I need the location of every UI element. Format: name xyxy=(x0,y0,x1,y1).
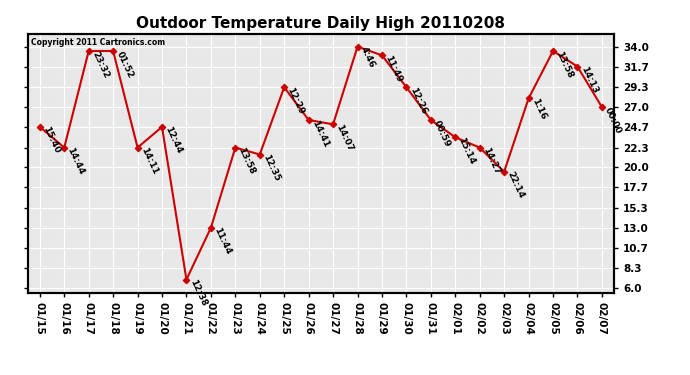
Text: 14:41: 14:41 xyxy=(310,118,331,148)
Text: 14:13: 14:13 xyxy=(579,65,599,95)
Text: 1:16: 1:16 xyxy=(530,97,548,121)
Point xyxy=(279,84,290,90)
Text: 12:38: 12:38 xyxy=(188,278,208,308)
Text: 14:27: 14:27 xyxy=(481,146,502,176)
Text: 11:44: 11:44 xyxy=(213,226,233,256)
Point xyxy=(230,145,241,151)
Point xyxy=(34,124,46,130)
Point xyxy=(474,145,485,151)
Point xyxy=(303,117,314,123)
Point xyxy=(328,122,339,128)
Point xyxy=(108,48,119,54)
Text: 22:14: 22:14 xyxy=(506,170,526,200)
Text: 00:00: 00:00 xyxy=(603,106,623,135)
Point xyxy=(523,96,534,102)
Text: 12:35: 12:35 xyxy=(261,153,282,183)
Point xyxy=(352,44,363,50)
Text: 12:26: 12:26 xyxy=(408,86,428,116)
Text: 14:07: 14:07 xyxy=(335,123,355,153)
Point xyxy=(572,63,583,69)
Text: Copyright 2011 Cartronics.com: Copyright 2011 Cartronics.com xyxy=(30,38,165,46)
Text: 23:32: 23:32 xyxy=(90,50,110,80)
Text: 12:44: 12:44 xyxy=(164,126,184,156)
Text: 01:52: 01:52 xyxy=(115,50,135,79)
Point xyxy=(83,48,95,54)
Point xyxy=(377,53,388,58)
Text: 15:40: 15:40 xyxy=(41,126,61,155)
Point xyxy=(547,48,558,54)
Text: 11:49: 11:49 xyxy=(384,54,404,84)
Point xyxy=(254,152,265,157)
Text: 4:46: 4:46 xyxy=(359,45,377,70)
Text: 13:58: 13:58 xyxy=(554,50,575,80)
Text: 14:44: 14:44 xyxy=(66,146,86,176)
Point xyxy=(425,117,436,123)
Text: 00:59: 00:59 xyxy=(432,118,453,148)
Point xyxy=(596,104,607,110)
Point xyxy=(181,277,192,283)
Point xyxy=(450,134,461,140)
Text: 13:58: 13:58 xyxy=(237,146,257,176)
Text: 14:11: 14:11 xyxy=(139,146,159,176)
Point xyxy=(499,169,510,175)
Point xyxy=(132,145,143,151)
Point xyxy=(206,225,217,231)
Text: 15:14: 15:14 xyxy=(457,136,477,166)
Text: 12:29: 12:29 xyxy=(286,86,306,116)
Point xyxy=(59,145,70,151)
Title: Outdoor Temperature Daily High 20110208: Outdoor Temperature Daily High 20110208 xyxy=(137,16,505,31)
Point xyxy=(157,124,168,130)
Point xyxy=(401,84,412,90)
